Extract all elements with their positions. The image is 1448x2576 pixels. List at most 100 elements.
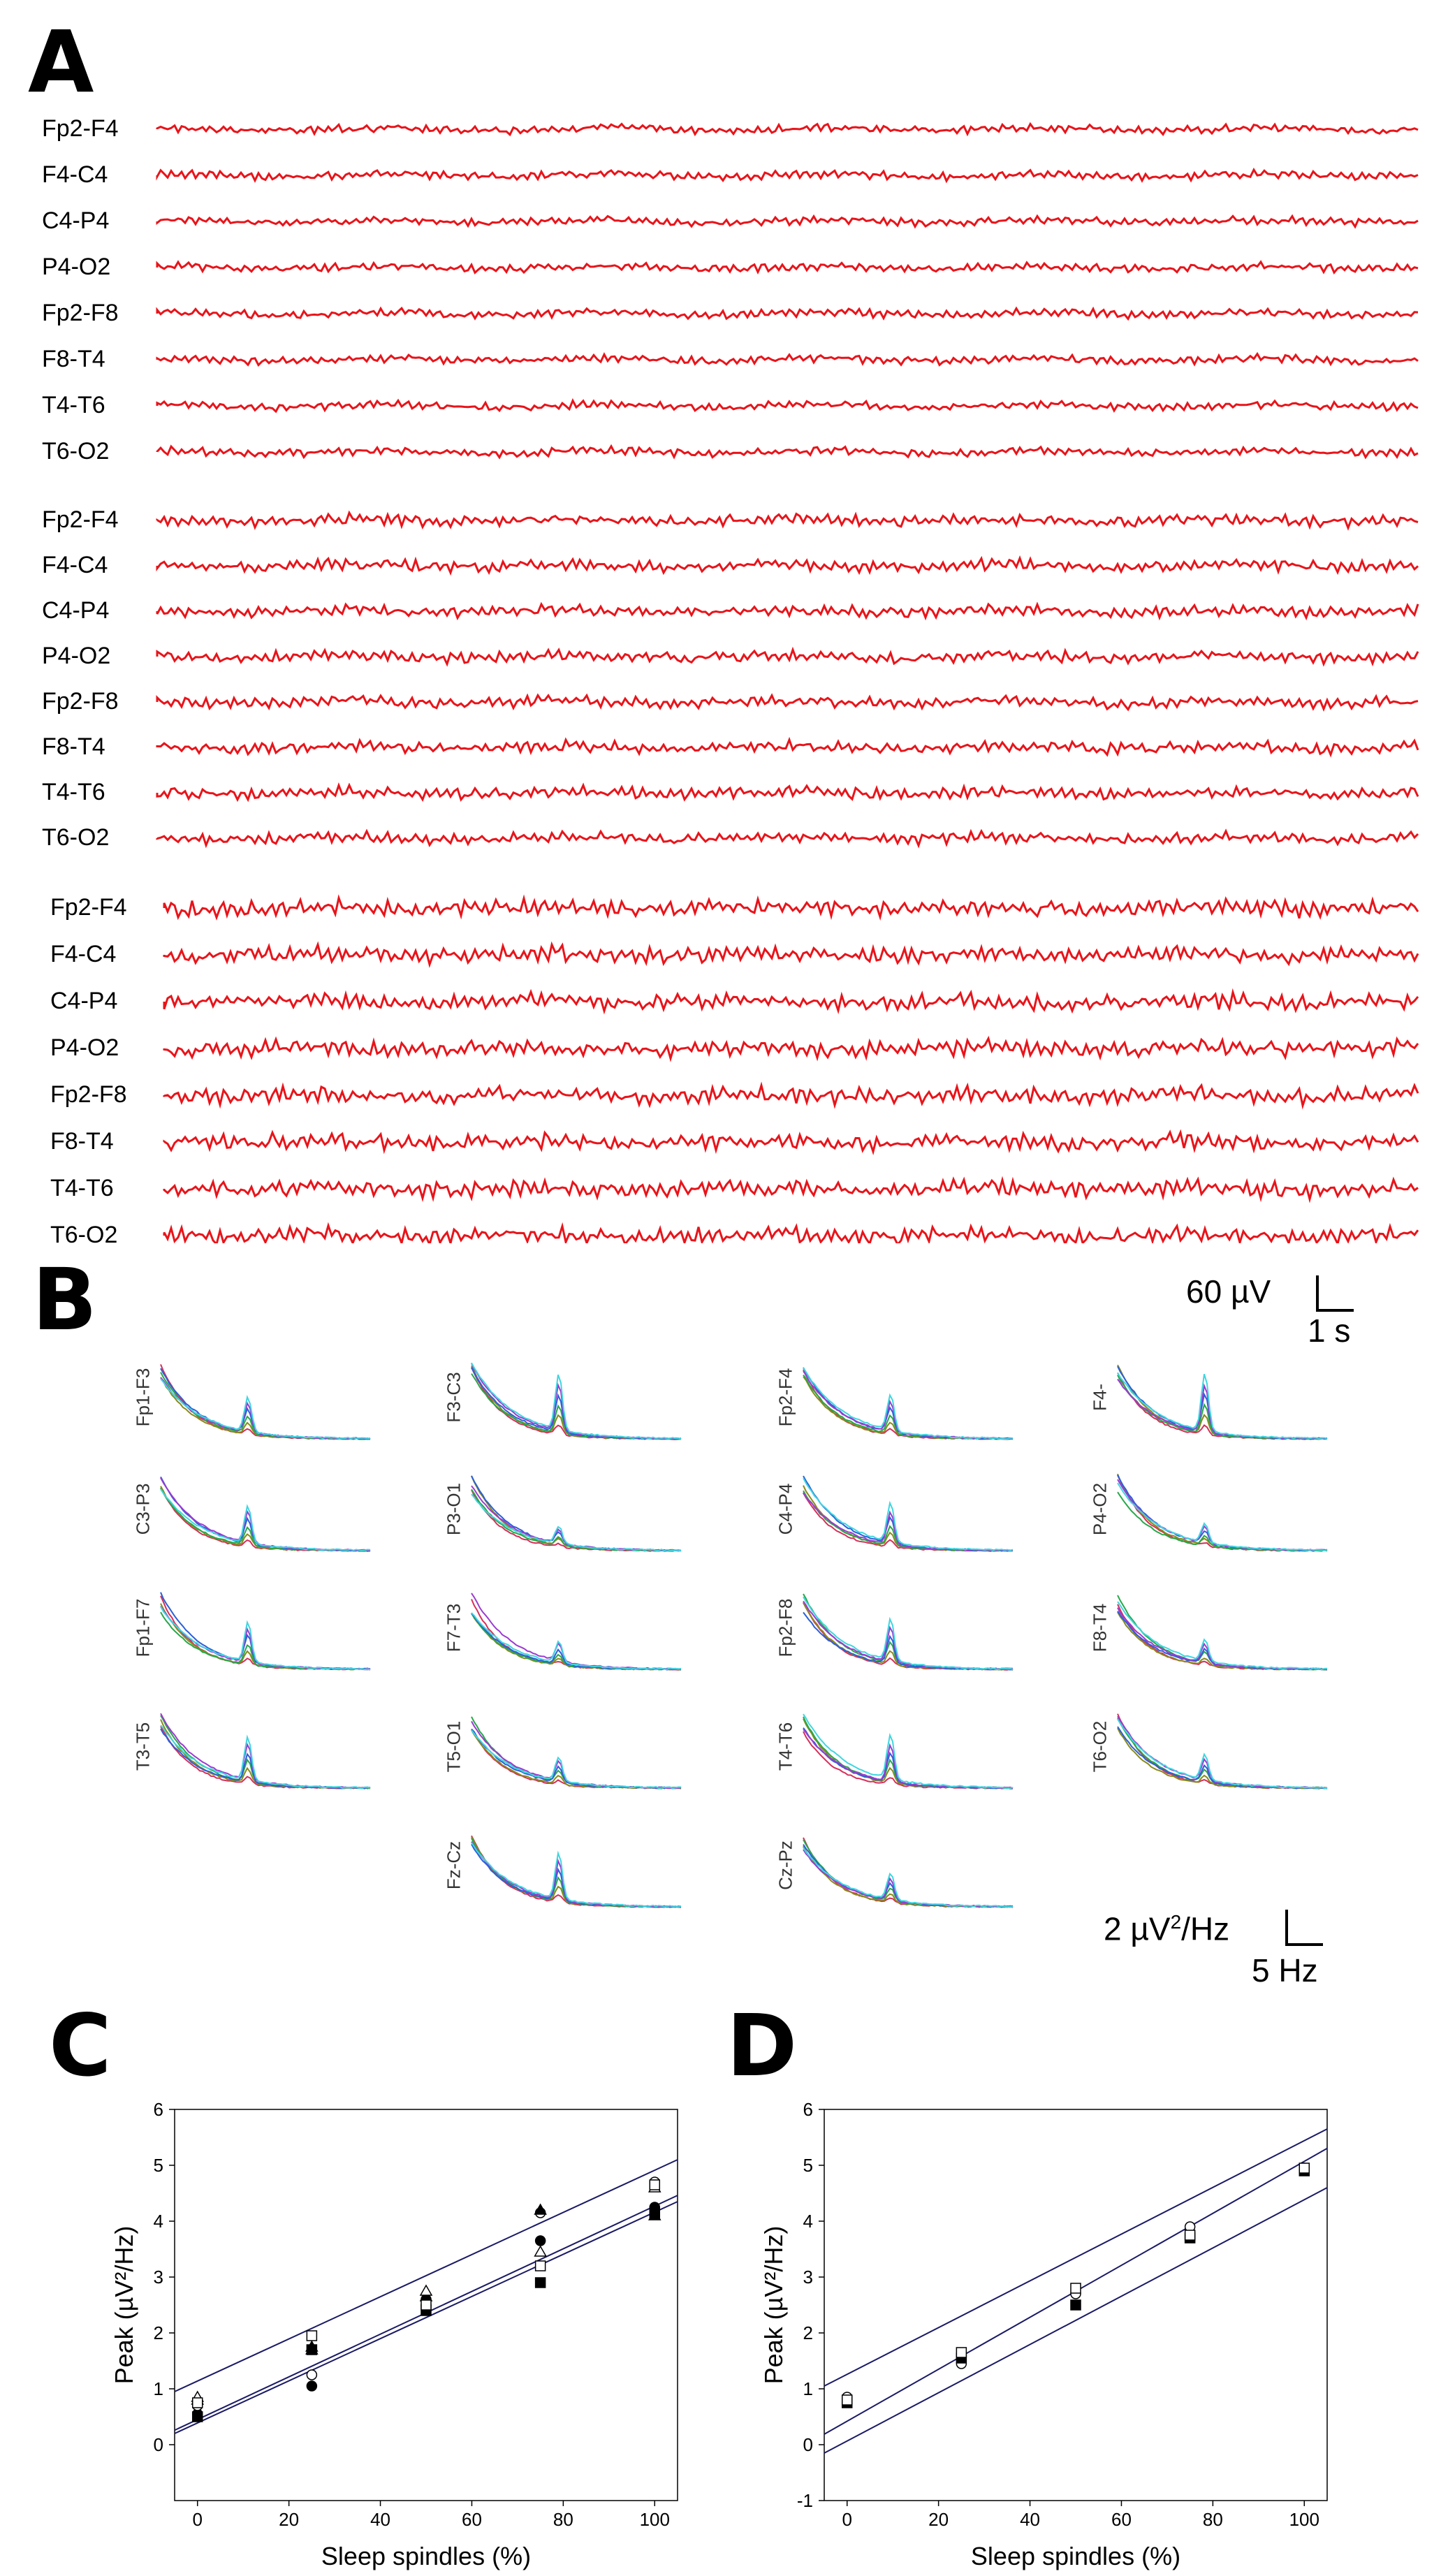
spectrum-line bbox=[471, 1729, 681, 1790]
eeg-trace bbox=[156, 601, 1419, 621]
y-tick-label: 2 bbox=[154, 2322, 163, 2343]
spectrum-line bbox=[160, 1715, 371, 1790]
eeg-trace bbox=[163, 1222, 1419, 1243]
eeg-channel-label: C4-P4 bbox=[50, 988, 118, 1014]
ci-upper-line bbox=[824, 2128, 1328, 2387]
y-tick-label: 6 bbox=[154, 2099, 163, 2120]
data-point bbox=[306, 2330, 318, 2341]
spectrum-line bbox=[803, 1839, 1014, 1908]
spectrum-line bbox=[1117, 1607, 1328, 1671]
spectra-plots bbox=[160, 1362, 1328, 1908]
eeg-channel-label: Fp2-F4 bbox=[50, 894, 127, 921]
spectrum-line bbox=[160, 1595, 371, 1671]
spectrum-line bbox=[471, 1363, 682, 1440]
y-tick-label: 5 bbox=[154, 2155, 163, 2176]
spectrum-line bbox=[803, 1367, 1014, 1440]
spectrum-line bbox=[471, 1729, 682, 1790]
spectrum-plot bbox=[1117, 1595, 1328, 1671]
spectrum-line bbox=[160, 1713, 371, 1790]
spectrum-line bbox=[160, 1487, 371, 1552]
eeg-channel-label: C4-P4 bbox=[42, 597, 110, 624]
spectrum-plot bbox=[471, 1475, 682, 1552]
spectrum-line bbox=[471, 1716, 682, 1790]
x-tick-label: 20 bbox=[279, 2509, 299, 2530]
spectrum-line bbox=[803, 1593, 1014, 1671]
plot-frame bbox=[174, 2109, 678, 2501]
data-point bbox=[420, 2299, 432, 2311]
y-axis-label: Peak (µV²/Hz) bbox=[110, 2226, 138, 2385]
spectrum-line bbox=[803, 1845, 1014, 1908]
spectrum-line bbox=[160, 1605, 371, 1671]
spectrum-line bbox=[471, 1493, 682, 1552]
eeg-channel-label: Fp2-F4 bbox=[42, 115, 119, 142]
y-tick-label: 3 bbox=[803, 2267, 813, 2288]
x-tick-label: 100 bbox=[1289, 2509, 1319, 2530]
data-point bbox=[649, 2207, 661, 2218]
spectrum-plot bbox=[160, 1713, 371, 1790]
spectrum-line bbox=[1117, 1713, 1328, 1790]
spectrum-line bbox=[803, 1837, 1014, 1908]
x-tick-label: 40 bbox=[370, 2509, 390, 2530]
spectrum-line bbox=[803, 1602, 1014, 1671]
spectrum-line bbox=[803, 1611, 1014, 1671]
spectrum-line bbox=[471, 1593, 682, 1670]
spectrum-line bbox=[160, 1477, 371, 1552]
data-point bbox=[306, 2344, 318, 2355]
eeg-channel-label: Fp2-F8 bbox=[42, 300, 119, 326]
y-axis-label: Peak (µV²/Hz) bbox=[759, 2226, 788, 2385]
spectrum-line bbox=[1117, 1727, 1328, 1790]
spectrum-line bbox=[471, 1720, 682, 1790]
spectrum-line bbox=[803, 1596, 1014, 1670]
eeg-trace bbox=[163, 988, 1419, 1015]
spectrum-line bbox=[803, 1713, 1014, 1790]
ci-lower-line bbox=[824, 2187, 1328, 2454]
spectrum-line bbox=[1117, 1491, 1328, 1552]
eeg-channel-label: F8-T4 bbox=[42, 733, 105, 760]
spectrum-line bbox=[160, 1488, 371, 1551]
eeg-trace bbox=[156, 510, 1419, 531]
eeg-channel-label: C4-P4 bbox=[42, 207, 110, 234]
spectrum-line bbox=[1117, 1718, 1328, 1790]
y-tick-label: 4 bbox=[154, 2211, 163, 2232]
spectrum-line bbox=[471, 1842, 682, 1908]
spectrum-plot bbox=[803, 1593, 1014, 1671]
data-point bbox=[534, 2260, 546, 2271]
x-axis-label: Sleep spindles (%) bbox=[971, 2542, 1180, 2570]
eeg-channel-label: P4-O2 bbox=[42, 254, 111, 280]
data-point bbox=[1184, 2230, 1196, 2241]
eeg-trace bbox=[163, 1129, 1419, 1155]
spectrum-line bbox=[160, 1378, 370, 1440]
eeg-channel-label: T4-T6 bbox=[42, 779, 105, 805]
eeg-trace bbox=[156, 693, 1419, 712]
eeg-channel-label: F4-C4 bbox=[42, 161, 108, 188]
y-tick-label: 1 bbox=[154, 2378, 163, 2399]
spectrum-plot bbox=[1117, 1713, 1328, 1790]
spectrum-line bbox=[471, 1838, 682, 1908]
spectrum-line bbox=[803, 1367, 1014, 1440]
eeg-trace bbox=[163, 941, 1419, 968]
eeg-channel-label: F4-C4 bbox=[42, 552, 108, 578]
eeg-trace bbox=[163, 894, 1419, 921]
spectrum-plot bbox=[160, 1592, 371, 1671]
spectra-panel: Fp1-F3 F3-C3 Fp2-F4 F4- C3-P3 P3-O1 C4-P4 P4-O2… bbox=[0, 1327, 1448, 1956]
spectrum-line bbox=[160, 1725, 371, 1790]
spectrum-line bbox=[471, 1612, 682, 1670]
eeg-channel-label: T6-O2 bbox=[50, 1222, 118, 1248]
x-tick-label: 40 bbox=[1020, 2509, 1040, 2530]
spectrum-line bbox=[160, 1606, 371, 1671]
eeg-scale-bar: 60 µV 1 s bbox=[1186, 1270, 1368, 1354]
y-tick-label: 6 bbox=[803, 2099, 813, 2120]
spectra-scale-freq: 5 Hz bbox=[1252, 1952, 1318, 1989]
data-point bbox=[191, 2411, 203, 2422]
data-point bbox=[649, 2179, 661, 2190]
y-tick-label: 0 bbox=[154, 2434, 163, 2455]
eeg-trace bbox=[156, 828, 1419, 849]
y-tick-label: 5 bbox=[803, 2155, 813, 2176]
spectra-scale-bar: 2 µV2/Hz 5 Hz bbox=[1104, 1905, 1341, 1996]
eeg-channel-label: T4-T6 bbox=[42, 392, 105, 418]
x-tick-label: 60 bbox=[1111, 2509, 1132, 2530]
eeg-trace bbox=[156, 122, 1419, 137]
spectrum-line bbox=[803, 1490, 1014, 1552]
eeg-scale-time: 1 s bbox=[1308, 1312, 1351, 1349]
spectrum-line bbox=[1117, 1601, 1328, 1671]
